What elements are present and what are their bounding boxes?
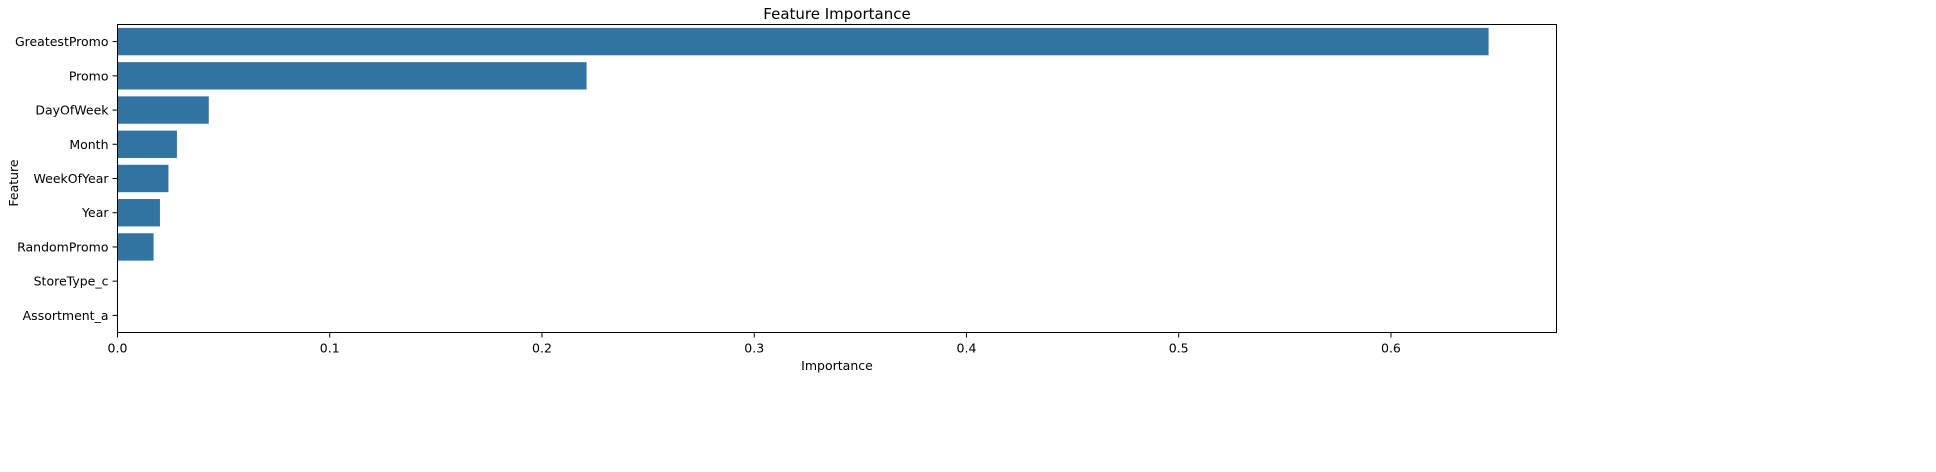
bar-promo — [117, 62, 587, 90]
y-tick-label: GreatestPromo — [15, 34, 109, 49]
bar-month — [117, 130, 177, 158]
x-tick-label: 0.3 — [744, 341, 764, 356]
chart-title: Feature Importance — [763, 5, 910, 23]
x-axis-label: Importance — [801, 358, 873, 373]
y-tick-label: DayOfWeek — [35, 103, 109, 118]
x-tick-label: 0.2 — [532, 341, 552, 356]
y-tick-label: Promo — [69, 68, 109, 83]
y-tick-label: StoreType_c — [34, 274, 109, 289]
y-axis-ticks: GreatestPromo Promo DayOfWeek Month WeekOfYe… — [15, 34, 118, 323]
y-axis-label: Feature — [6, 159, 21, 207]
y-tick-label: WeekOfYear — [34, 171, 110, 186]
bar-greatestpromo — [117, 27, 1489, 56]
x-tick-label: 0.5 — [1169, 341, 1189, 356]
bars-layer — [117, 27, 1489, 261]
bar-randompromo — [117, 233, 154, 261]
x-axis-ticks: 0.0 0.1 0.2 0.3 0.4 0.5 0.6 — [108, 332, 1401, 356]
x-tick-label: 0.6 — [1381, 341, 1401, 356]
x-tick-label: 0.1 — [320, 341, 340, 356]
y-tick-label: Month — [69, 137, 108, 152]
y-tick-label: Assortment_a — [23, 308, 109, 323]
bar-dayofweek — [117, 96, 209, 124]
plot-frame — [117, 24, 1557, 333]
y-tick-label: RandomPromo — [17, 239, 108, 254]
bar-weekofyear — [117, 164, 169, 193]
x-tick-label: 0.0 — [108, 341, 128, 356]
x-tick-label: 0.4 — [957, 341, 977, 356]
bar-year — [117, 199, 160, 227]
y-tick-label: Year — [81, 205, 109, 220]
